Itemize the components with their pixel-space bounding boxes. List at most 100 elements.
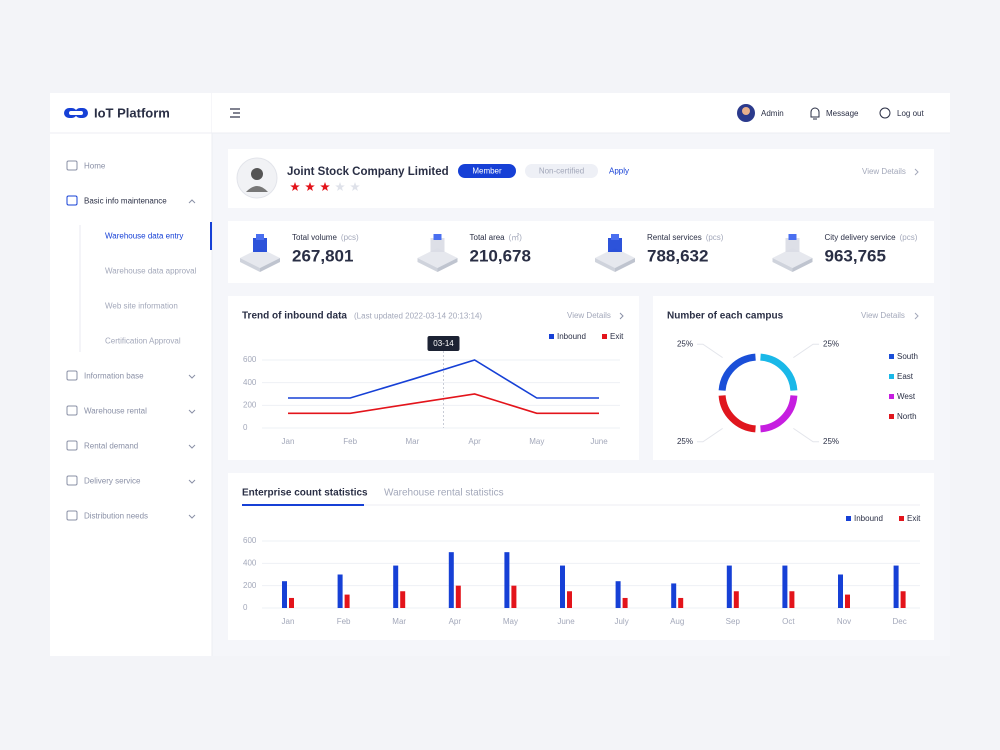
stat-icon-side <box>772 258 793 272</box>
logout[interactable]: Log out <box>897 109 924 118</box>
view-details[interactable]: View Details <box>567 311 611 320</box>
menu-item[interactable]: Distribution needs <box>84 512 148 521</box>
donut-segment <box>760 353 798 391</box>
stat-icon-box <box>608 238 622 252</box>
menu-icon <box>66 195 78 206</box>
tab[interactable]: Warehouse rental statistics <box>384 488 504 499</box>
chevron <box>188 444 196 449</box>
menu-item[interactable]: Information base <box>84 372 144 381</box>
y-tick-label: 600 <box>243 536 257 545</box>
bar <box>504 552 510 608</box>
company-avatar-face <box>251 168 263 180</box>
x-tick-label: Mar <box>392 617 406 626</box>
tab[interactable]: Enterprise count statistics <box>242 488 368 499</box>
menu-icon <box>66 370 78 381</box>
bar <box>893 565 899 608</box>
data-label: 25% <box>677 339 693 348</box>
x-tick-label: Jan <box>282 437 295 446</box>
leader-line <box>793 427 820 443</box>
menu-item[interactable]: Warehouse rental <box>84 407 147 416</box>
x-tick-label: May <box>529 437 544 446</box>
y-tick-label: 200 <box>243 581 257 590</box>
stat-value: 267,801 <box>292 246 353 265</box>
active-marker <box>210 222 212 250</box>
menu-toggle[interactable] <box>230 108 240 118</box>
stat-icon-side <box>240 258 260 272</box>
view-details[interactable]: View Details <box>861 311 905 320</box>
badge: Member <box>472 167 502 176</box>
star <box>320 182 330 191</box>
chevron <box>188 514 196 519</box>
leader-line <box>793 343 820 359</box>
submenu-item[interactable]: Web site information <box>105 302 178 311</box>
stat-icon-box <box>256 234 264 240</box>
legend-swatch <box>899 516 904 521</box>
bar <box>900 591 906 608</box>
bar <box>733 591 739 608</box>
x-tick-label: Mar <box>406 437 420 446</box>
bar <box>560 565 565 608</box>
submenu-item[interactable]: Certification Approval <box>105 337 181 346</box>
bell-icon <box>810 107 820 120</box>
status: Non-certified <box>539 167 584 176</box>
donut-segment <box>718 395 756 433</box>
bar <box>622 597 628 608</box>
legend-label: Exit <box>610 332 624 341</box>
submenu-item[interactable]: Warehouse data approval <box>105 267 197 276</box>
y-tick-label: 200 <box>243 400 257 409</box>
legend-swatch <box>846 516 851 521</box>
x-tick-label: June <box>557 617 575 626</box>
bar <box>726 565 732 608</box>
leader-line <box>696 343 723 359</box>
legend-label: Inbound <box>854 514 883 523</box>
message[interactable]: Message <box>826 109 859 118</box>
menu-icon <box>66 510 78 521</box>
stat-value: 210,678 <box>470 246 531 265</box>
x-tick-label: Nov <box>837 617 851 626</box>
data-label: 25% <box>823 339 839 348</box>
x-tick-label: June <box>590 437 608 446</box>
company-avatar-body <box>246 186 268 192</box>
stat-icon-side <box>792 258 813 272</box>
donut-segment <box>760 395 798 433</box>
stat-label: City delivery service <box>825 233 897 242</box>
stat-icon-side <box>417 258 438 272</box>
trend-card <box>228 296 639 460</box>
y-tick-label: 400 <box>243 378 257 387</box>
stat-icon-box <box>430 238 445 252</box>
status-pill <box>525 164 598 178</box>
legend-label: East <box>897 372 914 381</box>
chevron <box>619 312 624 320</box>
legend-swatch <box>889 374 894 379</box>
y-tick-label: 400 <box>243 558 257 567</box>
menu-icon <box>66 160 78 171</box>
user[interactable]: Admin <box>761 109 784 118</box>
stat-unit: (㎡) <box>509 233 523 242</box>
bar <box>337 574 343 608</box>
menu-item[interactable]: Delivery service <box>84 477 141 486</box>
stat-unit: (pcs) <box>341 233 359 242</box>
stat-icon-side <box>615 258 635 272</box>
menu-icon <box>66 440 78 451</box>
view-details[interactable]: View Details <box>862 167 906 176</box>
stat-icon-side <box>595 258 615 272</box>
submenu-item[interactable]: Warehouse data entry <box>105 232 183 241</box>
y-tick-label: 0 <box>243 423 248 432</box>
x-tick-label: Oct <box>782 617 795 626</box>
stat-value: 963,765 <box>825 246 886 265</box>
menu-item[interactable]: Rental demand <box>84 442 138 451</box>
chart-title: Number of each campus <box>667 311 784 322</box>
menu-item[interactable]: Basic info maintenance <box>84 197 167 206</box>
bar <box>393 565 399 608</box>
legend-swatch <box>889 414 894 419</box>
bar <box>289 597 294 608</box>
x-tick-label: Dec <box>892 617 906 626</box>
legend-label: South <box>897 352 918 361</box>
chevron <box>188 374 196 379</box>
logo-icon <box>64 108 88 118</box>
x-tick-label: May <box>503 617 518 626</box>
apply[interactable]: Apply <box>609 167 629 176</box>
bar <box>671 583 677 608</box>
menu-item[interactable]: Home <box>84 162 106 171</box>
